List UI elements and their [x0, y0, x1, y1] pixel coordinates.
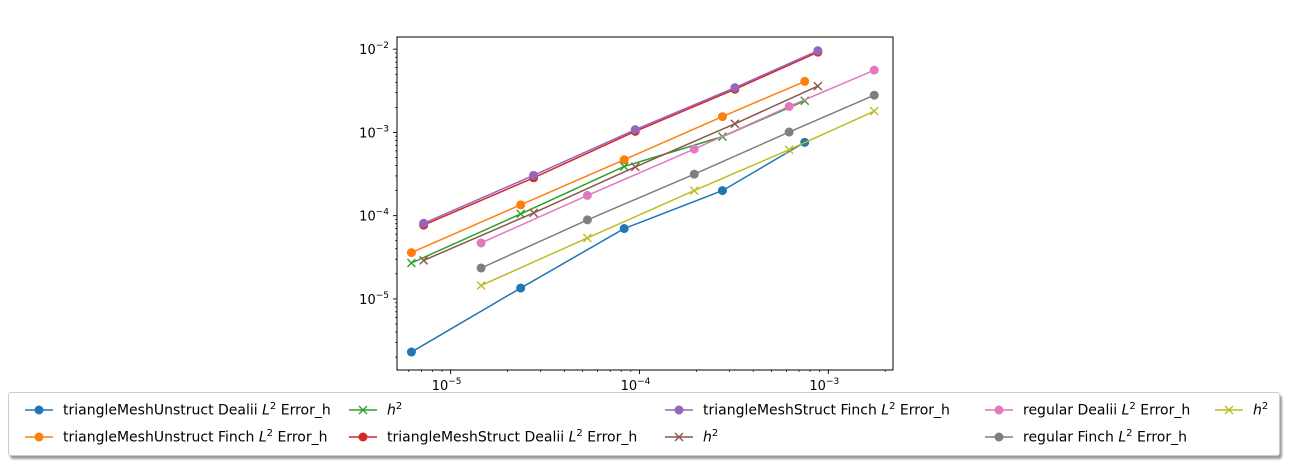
plot-area: [397, 37, 893, 370]
data-point: [717, 112, 727, 122]
legend-swatch: [25, 405, 53, 415]
data-point: [730, 119, 740, 129]
legend-label: regular Finch L2 Error_h: [1023, 428, 1187, 446]
legend-label: triangleMeshUnstruct Dealii L2 Error_h: [63, 401, 331, 419]
data-point: [813, 46, 823, 56]
data-point: [784, 127, 794, 137]
y-tick-label: 10−3: [359, 124, 389, 141]
data-point: [476, 238, 486, 248]
data-point: [619, 224, 629, 234]
legend-label: triangleMeshStruct Finch L2 Error_h: [703, 401, 950, 419]
legend-swatch: [349, 405, 377, 415]
series-6: [476, 65, 879, 248]
legend-item: triangleMeshStruct Finch L2 Error_h: [663, 401, 950, 419]
y-tick-exponent: −2: [376, 41, 389, 51]
data-point: [869, 106, 879, 116]
legend-label: h2: [387, 401, 403, 419]
data-point: [582, 215, 592, 225]
legend-item: h2: [663, 428, 718, 446]
y-tick-exponent: −4: [376, 208, 390, 218]
x-tick-exponent: −3: [826, 377, 839, 387]
data-point: [784, 101, 794, 111]
data-point: [406, 347, 416, 357]
legend-item: triangleMeshUnstruct Finch L2 Error_h: [23, 428, 327, 446]
data-point: [717, 186, 727, 196]
data-point: [419, 255, 429, 265]
legend-item: regular Dealii L2 Error_h: [983, 401, 1190, 419]
legend-label: triangleMeshStruct Dealii L2 Error_h: [387, 428, 638, 446]
data-point: [689, 169, 699, 179]
data-point: [406, 258, 416, 268]
data-point: [619, 161, 629, 171]
y-tick-label: 10−4: [359, 208, 389, 225]
y-tick-exponent: −3: [376, 124, 389, 134]
data-point: [730, 83, 740, 93]
legend-item: triangleMeshUnstruct Dealii L2 Error_h: [23, 401, 331, 419]
y-tick-label: 10−5: [359, 291, 389, 308]
data-point: [516, 200, 526, 210]
data-point: [630, 162, 640, 172]
data-point: [476, 263, 486, 273]
data-point: [869, 90, 879, 100]
series-1: [406, 76, 810, 258]
y-tick-exponent: −5: [376, 291, 389, 301]
data-point: [529, 208, 539, 218]
y-tick-label: 10−2: [359, 41, 389, 58]
legend-swatch: [1215, 405, 1243, 415]
plot-background: [397, 37, 893, 370]
data-point: [529, 170, 539, 180]
legend-item: h2: [1213, 401, 1268, 419]
legend-item: triangleMeshStruct Dealii L2 Error_h: [347, 428, 637, 446]
data-point: [813, 81, 823, 91]
data-point: [869, 65, 879, 75]
data-point: [476, 280, 486, 290]
data-point: [419, 218, 429, 228]
legend-swatch: [665, 432, 693, 442]
data-point: [784, 145, 794, 155]
legend-swatch: [349, 432, 377, 442]
legend-swatch: [985, 432, 1013, 442]
legend-swatch: [985, 405, 1013, 415]
data-point: [619, 155, 629, 165]
data-point: [582, 190, 592, 200]
data-point: [582, 233, 592, 243]
legend-swatch: [25, 432, 53, 442]
series-5: [419, 81, 823, 265]
legend-label: h2: [703, 428, 719, 446]
series-7: [476, 90, 879, 273]
legend-label: regular Dealii L2 Error_h: [1023, 401, 1191, 419]
data-point: [406, 248, 416, 258]
legend-item: regular Finch L2 Error_h: [983, 428, 1187, 446]
data-point: [800, 76, 810, 86]
legend-label: h2: [1253, 401, 1269, 419]
data-point: [630, 125, 640, 135]
legend-item: h2: [347, 401, 402, 419]
legend-swatch: [665, 405, 693, 415]
legend-label: triangleMeshUnstruct Finch L2 Error_h: [63, 428, 328, 446]
data-point: [689, 186, 699, 196]
series-layer: [406, 46, 879, 357]
axes-frame: [396, 36, 894, 371]
data-point: [689, 144, 699, 154]
x-tick-exponent: −5: [448, 377, 461, 387]
series-0: [406, 137, 810, 357]
series-8: [476, 106, 879, 290]
x-tick-exponent: −4: [637, 377, 651, 387]
series-4: [419, 46, 823, 228]
data-point: [516, 283, 526, 293]
